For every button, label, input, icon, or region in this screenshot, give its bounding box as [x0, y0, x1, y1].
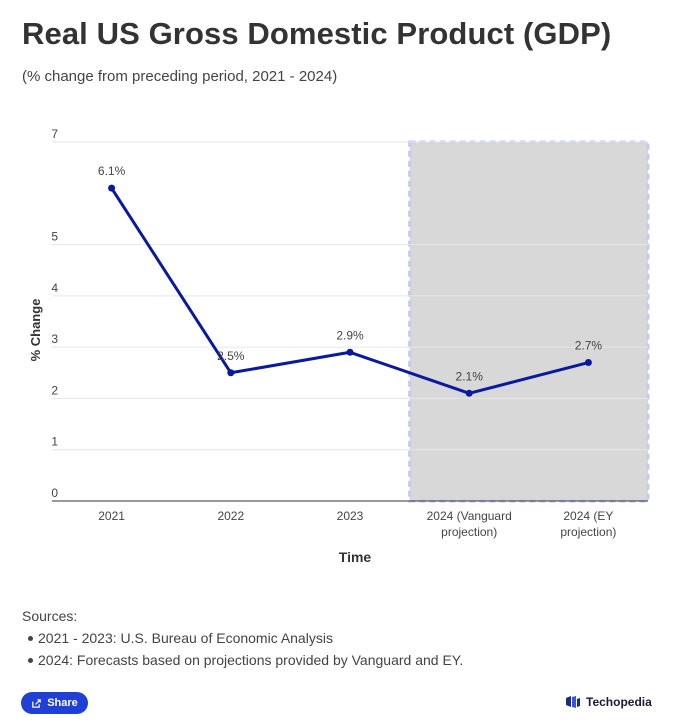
chart-title: Real US Gross Domestic Product (GDP) — [22, 16, 612, 51]
x-tick-label: projection) — [441, 525, 497, 539]
y-tick-label: 5 — [51, 230, 58, 244]
x-tick-label: 2022 — [217, 509, 244, 523]
data-point — [465, 389, 473, 397]
y-tick-label: 7 — [51, 127, 58, 141]
data-label: 6.1% — [98, 164, 126, 178]
sources-block: Sources: 2021 - 2023: U.S. Bureau of Eco… — [22, 605, 463, 671]
data-label: 2.9% — [336, 328, 364, 342]
source-item: 2024: Forecasts based on projections pro… — [22, 649, 463, 671]
brand-name: Techopedia — [586, 695, 652, 709]
x-tick-label: 2021 — [98, 509, 125, 523]
share-button[interactable]: Share — [21, 692, 88, 714]
brand-logo: Techopedia — [565, 694, 652, 710]
y-tick-label: 2 — [51, 383, 58, 397]
y-tick-label: 0 — [51, 486, 58, 500]
sources-heading: Sources: — [22, 608, 78, 624]
data-point — [584, 359, 592, 367]
share-icon — [32, 698, 42, 708]
x-tick-label: projection) — [560, 525, 616, 539]
share-label: Share — [47, 697, 78, 709]
x-tick-label: 2023 — [337, 509, 364, 523]
data-point — [227, 369, 235, 377]
gdp-line-chart: 0 1 2 3 4 5 7 2021 2022 2023 2024 (Vanguard project… — [28, 127, 650, 565]
data-label: 2.1% — [456, 369, 484, 383]
data-point — [108, 184, 116, 192]
chart-subtitle: (% change from preceding period, 2021 - … — [22, 68, 338, 85]
x-tick-label: 2024 (EY — [563, 509, 613, 523]
x-axis-title: Time — [339, 549, 372, 565]
y-tick-label: 3 — [51, 332, 58, 346]
x-tick-label: 2024 (Vanguard — [427, 509, 512, 523]
data-label: 2.5% — [217, 349, 245, 363]
y-tick-label: 4 — [51, 281, 58, 295]
source-item: 2021 - 2023: U.S. Bureau of Economic Ana… — [22, 627, 463, 649]
data-point — [346, 348, 354, 356]
techopedia-logo-icon — [566, 696, 580, 708]
data-label: 2.7% — [575, 339, 603, 353]
y-tick-label: 1 — [51, 435, 58, 449]
y-axis-title: % Change — [28, 299, 43, 362]
projection-region — [408, 140, 650, 503]
